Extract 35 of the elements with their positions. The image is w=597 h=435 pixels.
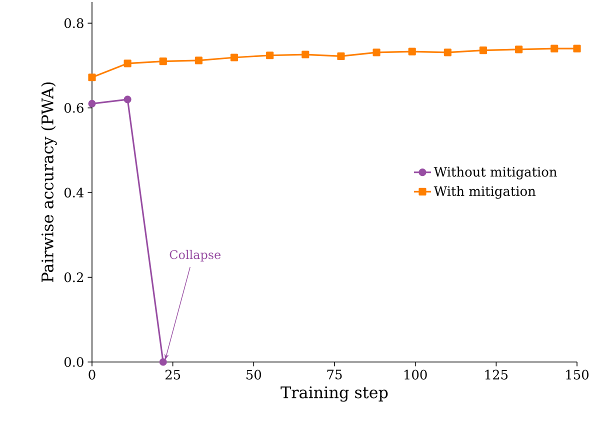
y-tick-label: 0.4 bbox=[64, 188, 84, 198]
point bbox=[230, 54, 238, 62]
y-tick-label: 0.2 bbox=[64, 272, 83, 282]
point bbox=[159, 58, 167, 66]
point bbox=[550, 44, 558, 52]
x-tick-label: 25 bbox=[165, 370, 180, 380]
point bbox=[124, 60, 132, 68]
point bbox=[573, 44, 581, 52]
y-tick-label: 0.6 bbox=[64, 102, 84, 113]
x-axis-title: Training step bbox=[280, 386, 388, 402]
point bbox=[302, 50, 310, 58]
x-tick-label: 125 bbox=[485, 370, 508, 380]
point bbox=[88, 100, 96, 108]
point bbox=[159, 358, 167, 366]
point bbox=[124, 96, 132, 104]
point bbox=[479, 46, 488, 54]
y-tick-label: 0.8 bbox=[64, 18, 84, 28]
x-tick-label: 50 bbox=[246, 370, 262, 380]
point bbox=[408, 48, 416, 56]
y-tick-label: 0.0 bbox=[64, 357, 84, 367]
x-tick-label: 150 bbox=[566, 370, 588, 380]
point bbox=[194, 56, 202, 64]
point bbox=[515, 46, 523, 54]
legend-label: With mitigation bbox=[434, 186, 536, 199]
point bbox=[372, 48, 380, 56]
x-tick-label: 0 bbox=[88, 370, 96, 380]
point bbox=[266, 52, 274, 60]
legend-label: Without mitigation bbox=[434, 166, 557, 180]
point bbox=[444, 48, 452, 56]
x-tick-label: 100 bbox=[404, 370, 427, 380]
y-axis-title: Pairwise accuracy (PWA) bbox=[41, 82, 57, 282]
x-tick-label: 75 bbox=[327, 370, 342, 380]
annotation: Collapse bbox=[170, 250, 221, 262]
point bbox=[88, 74, 96, 82]
point bbox=[337, 52, 345, 60]
